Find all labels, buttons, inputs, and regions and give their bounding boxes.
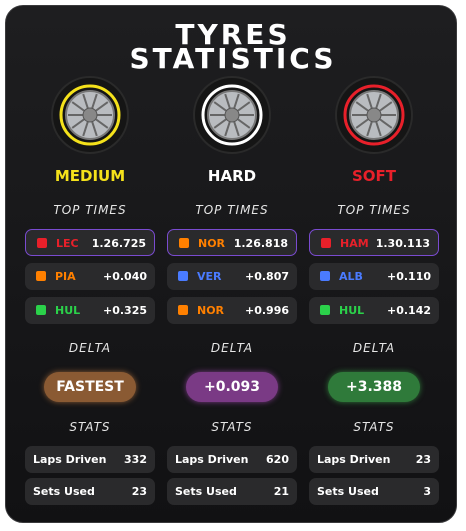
driver-code: HUL xyxy=(339,304,365,317)
stat-value: 620 xyxy=(266,453,289,466)
time-row: HUL +0.325 xyxy=(25,297,155,324)
lap-time: +0.040 xyxy=(102,270,147,283)
stat-row: Laps Driven 332 xyxy=(25,446,155,473)
stat-label: Laps Driven xyxy=(317,453,391,466)
team-icon xyxy=(321,238,331,248)
lap-time: +0.110 xyxy=(386,270,431,283)
stat-label: Laps Driven xyxy=(33,453,107,466)
section-label: STATS xyxy=(211,420,253,434)
driver-code: HAM xyxy=(340,237,369,250)
lap-time: 1.30.113 xyxy=(375,237,430,250)
team-icon xyxy=(320,305,330,315)
compound-name: SOFT xyxy=(351,167,397,185)
driver-code: HUL xyxy=(55,304,81,317)
stat-row: Sets Used 3 xyxy=(309,478,439,505)
team-icon xyxy=(178,271,188,281)
delta-pill: +0.093 xyxy=(186,372,278,402)
stat-row: Laps Driven 620 xyxy=(167,446,297,473)
stat-label: Sets Used xyxy=(317,485,379,498)
stat-label: Laps Driven xyxy=(175,453,249,466)
time-row: PIA +0.040 xyxy=(25,263,155,290)
lap-time: +0.142 xyxy=(386,304,431,317)
team-icon xyxy=(178,305,188,315)
section-label: DELTA xyxy=(352,341,396,355)
stat-row: Sets Used 23 xyxy=(25,478,155,505)
team-icon xyxy=(37,238,47,248)
time-row: ALB +0.110 xyxy=(309,263,439,290)
stat-label: Sets Used xyxy=(175,485,237,498)
delta-pill: FASTEST xyxy=(44,372,136,402)
lap-time: 1.26.725 xyxy=(91,237,146,250)
tyre-icon xyxy=(51,76,129,154)
time-row: LEC 1.26.725 xyxy=(25,229,155,256)
section-label: TOP TIMES xyxy=(195,203,269,217)
lap-time: +0.325 xyxy=(102,304,147,317)
stat-value: 21 xyxy=(273,485,289,498)
delta-pill: +3.388 xyxy=(328,372,420,402)
section-label: TOP TIMES xyxy=(53,203,127,217)
time-row: VER +0.807 xyxy=(167,263,297,290)
stat-row: Sets Used 21 xyxy=(167,478,297,505)
driver-code: NOR xyxy=(198,237,226,250)
stat-value: 3 xyxy=(423,485,431,498)
section-label: DELTA xyxy=(68,341,112,355)
driver-code: PIA xyxy=(55,270,76,283)
title-line: STATISTICS xyxy=(129,42,337,75)
driver-code: ALB xyxy=(339,270,363,283)
stat-row: Laps Driven 23 xyxy=(309,446,439,473)
team-icon xyxy=(36,305,46,315)
compound-name: HARD xyxy=(207,167,257,185)
section-label: DELTA xyxy=(210,341,254,355)
lap-time: +0.996 xyxy=(244,304,289,317)
stat-value: 332 xyxy=(124,453,147,466)
driver-code: NOR xyxy=(197,304,225,317)
tyre-icon xyxy=(335,76,413,154)
tyre-icon xyxy=(193,76,271,154)
driver-code: LEC xyxy=(56,237,79,250)
compound-name: MEDIUM xyxy=(54,167,126,185)
section-label: STATS xyxy=(69,420,111,434)
lap-time: +0.807 xyxy=(244,270,289,283)
team-icon xyxy=(179,238,189,248)
driver-code: VER xyxy=(197,270,222,283)
stat-label: Sets Used xyxy=(33,485,95,498)
time-row: HUL +0.142 xyxy=(309,297,439,324)
team-icon xyxy=(36,271,46,281)
team-icon xyxy=(320,271,330,281)
stat-value: 23 xyxy=(131,485,147,498)
title-line: TYRES xyxy=(175,18,291,51)
time-row: HAM 1.30.113 xyxy=(309,229,439,256)
lap-time: 1.26.818 xyxy=(233,237,288,250)
time-row: NOR 1.26.818 xyxy=(167,229,297,256)
time-row: NOR +0.996 xyxy=(167,297,297,324)
stat-value: 23 xyxy=(415,453,431,466)
section-label: STATS xyxy=(353,420,395,434)
section-label: TOP TIMES xyxy=(337,203,411,217)
